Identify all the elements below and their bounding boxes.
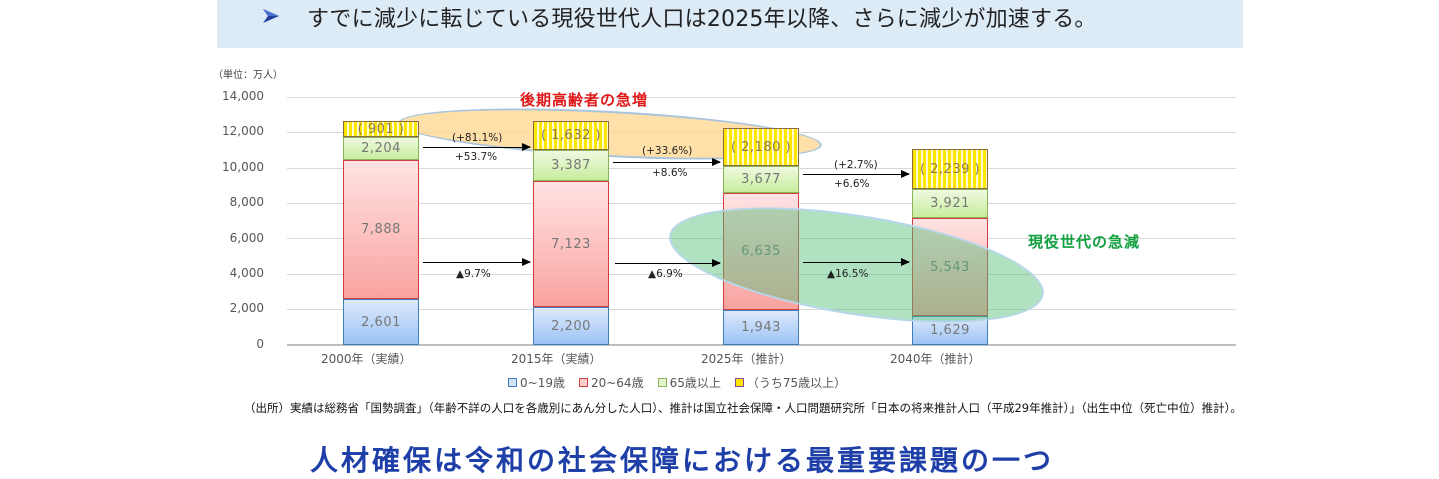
arrowhead-bullet-icon xyxy=(263,9,279,23)
arrow-elderly-2 xyxy=(613,158,721,166)
segment-75plus: ( 1,632 ) xyxy=(533,121,609,150)
segment-20-64: 5,543 xyxy=(912,218,988,316)
change-75plus-1: (+81.1%) xyxy=(452,132,503,144)
banner-text: すでに減少に転じている現役世代人口は2025年以降、さらに減少が加速する。 xyxy=(307,7,1097,32)
change-65plus-1: +53.7% xyxy=(455,151,498,163)
y-tick: 2,000 xyxy=(229,301,264,315)
change-65plus-2: +8.6% xyxy=(652,167,688,179)
segment-20-64: 7,123 xyxy=(533,181,609,307)
source-note: （出所）実績は総務省「国勢調査」（年齢不詳の人口を各歳別にあん分した人口）、推計… xyxy=(244,401,1242,415)
change-working-1: ▲9.7% xyxy=(456,268,491,280)
callout-elderly-surge: 後期高齢者の急増 xyxy=(520,91,649,109)
segment-75plus: ( 2,180 ) xyxy=(723,128,799,166)
segment-0-19: 2,200 xyxy=(533,307,609,345)
bar-2040: ( 2,239 ) 3,921 5,543 1,629 xyxy=(912,149,988,345)
segment-65plus: 3,677 xyxy=(723,166,799,193)
y-tick: 12,000 xyxy=(222,124,264,138)
callout-working-decline: 現役世代の急減 xyxy=(1028,233,1141,251)
x-label: 2025年（推計） xyxy=(701,352,792,366)
legend-swatch-yellow-icon xyxy=(734,378,744,387)
segment-0-19: 2,601 xyxy=(343,299,419,345)
y-tick: 0 xyxy=(256,337,264,351)
bar-2025: ( 2,180 ) 3,677 6,635 1,943 xyxy=(723,128,799,345)
legend-swatch-red-icon xyxy=(578,378,588,387)
segment-75plus: ( 2,239 ) xyxy=(912,149,988,189)
x-axis xyxy=(287,344,1236,346)
x-label: 2040年（推計） xyxy=(890,352,981,366)
segment-20-64: 7,888 xyxy=(343,160,419,299)
segment-0-19: 1,943 xyxy=(723,310,799,345)
legend-item-20-64: 20~64歳 xyxy=(578,374,644,391)
change-65plus-3: +6.6% xyxy=(834,178,870,190)
legend-item-0-19: 0~19歳 xyxy=(508,374,565,391)
arrow-elderly-1 xyxy=(423,143,531,151)
arrow-elderly-3 xyxy=(803,170,910,178)
y-tick: 14,000 xyxy=(222,89,264,103)
y-tick: 10,000 xyxy=(222,160,264,174)
arrow-working-3 xyxy=(803,258,910,266)
segment-65plus: 3,921 xyxy=(912,189,988,218)
legend-swatch-blue-icon xyxy=(508,378,517,387)
segment-75plus: ( 901 ) xyxy=(343,121,419,137)
unit-label: （単位：万人） xyxy=(213,70,283,81)
arrow-working-2 xyxy=(615,259,721,267)
y-tick: 6,000 xyxy=(229,231,264,245)
segment-0-19: 1,629 xyxy=(912,316,988,345)
gridline xyxy=(287,97,1236,98)
change-75plus-2: (+33.6%) xyxy=(642,145,693,157)
bottom-title: 人材確保は令和の社会保障における最重要課題の一つ xyxy=(310,444,1055,477)
header-banner: すでに減少に転じている現役世代人口は2025年以降、さらに減少が加速する。 xyxy=(217,0,1243,48)
change-75plus-3: (+2.7%) xyxy=(834,159,878,171)
change-working-3: ▲16.5% xyxy=(827,268,869,280)
arrow-working-1 xyxy=(423,258,531,266)
x-label: 2015年（実績） xyxy=(511,352,602,366)
change-working-2: ▲6.9% xyxy=(648,268,683,280)
x-label: 2000年（実績） xyxy=(321,352,412,366)
bar-2015: ( 1,632 ) 3,387 7,123 2,200 xyxy=(533,121,609,345)
bar-2000: ( 901 ) 2,204 7,888 2,601 xyxy=(343,121,419,345)
legend-item-65plus: 65歳以上 xyxy=(657,374,721,391)
legend-swatch-green-icon xyxy=(657,378,667,387)
y-tick: 4,000 xyxy=(229,266,264,280)
segment-20-64: 6,635 xyxy=(723,193,799,310)
legend-item-75plus: （うち75歳以上） xyxy=(734,374,846,391)
segment-65plus: 3,387 xyxy=(533,150,609,181)
segment-65plus: 2,204 xyxy=(343,137,419,160)
chart-legend: 0~19歳 20~64歳 65歳以上 （うち75歳以上） xyxy=(508,374,846,391)
y-tick: 8,000 xyxy=(229,195,264,209)
